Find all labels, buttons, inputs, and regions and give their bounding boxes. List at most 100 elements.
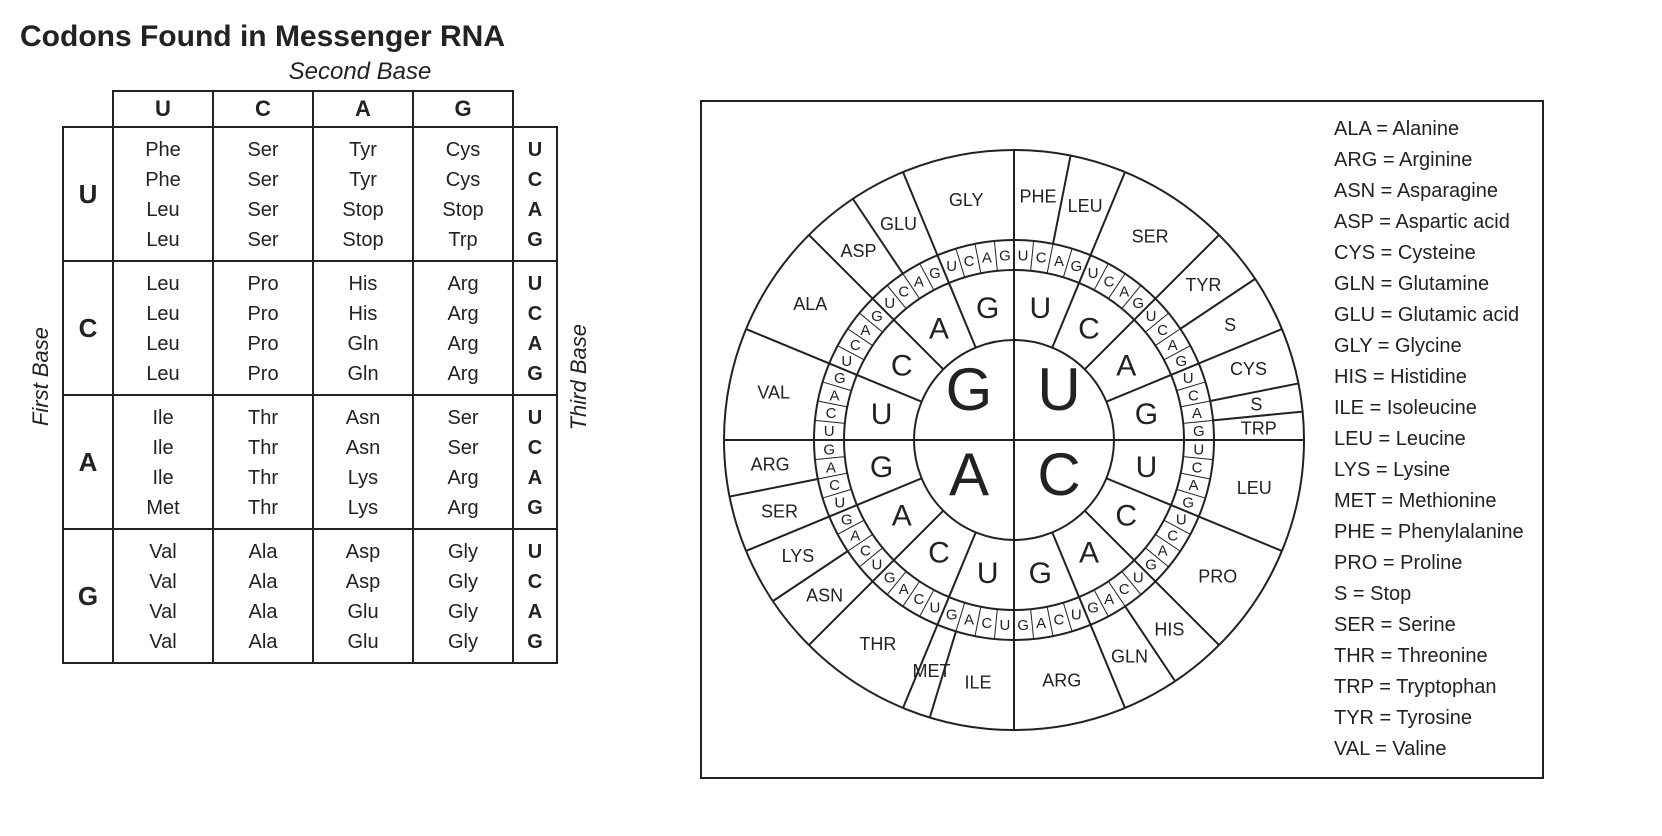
legend-entry-GLY: GLY = Glycine bbox=[1334, 331, 1524, 362]
svg-text:A: A bbox=[899, 580, 909, 597]
row-head-A: A bbox=[63, 395, 113, 529]
page-container: Codons Found in Messenger RNA Second Bas… bbox=[20, 20, 1642, 779]
codon-value: Leu bbox=[114, 328, 212, 358]
codon-value: Ser bbox=[214, 134, 312, 164]
svg-text:ARG: ARG bbox=[1042, 670, 1081, 690]
codon-value: Gly bbox=[414, 566, 512, 596]
svg-text:G: G bbox=[1135, 398, 1158, 431]
svg-text:C: C bbox=[1157, 322, 1168, 339]
third-base-label: C bbox=[514, 298, 556, 328]
svg-text:U: U bbox=[1193, 441, 1204, 458]
codon-value: Ser bbox=[414, 432, 512, 462]
svg-text:G: G bbox=[834, 369, 846, 386]
svg-text:U: U bbox=[929, 599, 940, 616]
legend-entry-LEU: LEU = Leucine bbox=[1334, 424, 1524, 455]
codon-table: U C A G UPhePheLeuLeuSerSerSerSerTyrTyrS… bbox=[62, 90, 558, 664]
codon-value: Asn bbox=[314, 402, 412, 432]
svg-text:A: A bbox=[929, 312, 949, 345]
cell-UC: SerSerSerSer bbox=[213, 127, 313, 261]
cell-CA: HisHisGlnGln bbox=[313, 261, 413, 395]
codon-value: Stop bbox=[414, 194, 512, 224]
codon-value: Leu bbox=[114, 268, 212, 298]
third-base-col-G: UCAG bbox=[513, 529, 557, 663]
third-base-axis-label: Third Base bbox=[558, 324, 600, 430]
svg-text:A: A bbox=[850, 527, 860, 544]
codon-value: His bbox=[314, 268, 412, 298]
svg-text:THR: THR bbox=[859, 634, 896, 654]
codon-value: Asn bbox=[314, 432, 412, 462]
svg-text:ARG: ARG bbox=[751, 454, 790, 474]
svg-text:A: A bbox=[826, 459, 836, 476]
svg-text:C: C bbox=[1188, 387, 1199, 404]
legend-entry-HIS: HIS = Histidine bbox=[1334, 362, 1524, 393]
codon-value: Pro bbox=[214, 268, 312, 298]
third-base-label: U bbox=[514, 536, 556, 566]
cell-CC: ProProProPro bbox=[213, 261, 313, 395]
svg-text:A: A bbox=[1188, 477, 1198, 494]
legend-entry-S: S = Stop bbox=[1334, 579, 1524, 610]
second-base-axis-label: Second Base bbox=[80, 58, 640, 86]
cell-CU: LeuLeuLeuLeu bbox=[113, 261, 213, 395]
codon-value: Tyr bbox=[314, 134, 412, 164]
wheel-panel: UCAGUCAGUCAGUCAGUCAGUCAGUCAGUCAGUCAGUCAG… bbox=[700, 100, 1544, 779]
third-base-col-U: UCAG bbox=[513, 127, 557, 261]
codon-value: Phe bbox=[114, 164, 212, 194]
first-base-axis-label: First Base bbox=[20, 327, 62, 426]
svg-text:C: C bbox=[860, 542, 871, 559]
svg-text:C: C bbox=[850, 337, 861, 354]
svg-text:C: C bbox=[1119, 580, 1130, 597]
svg-text:G: G bbox=[1017, 617, 1029, 634]
codon-value: Leu bbox=[114, 358, 212, 388]
svg-text:GLY: GLY bbox=[949, 190, 984, 210]
codon-value: Pro bbox=[214, 298, 312, 328]
svg-text:U: U bbox=[1030, 292, 1052, 325]
svg-text:U: U bbox=[824, 423, 835, 440]
legend-entry-ARG: ARG = Arginine bbox=[1334, 145, 1524, 176]
codon-value: Leu bbox=[114, 194, 212, 224]
svg-text:U: U bbox=[1183, 369, 1194, 386]
legend-entry-TRP: TRP = Tryptophan bbox=[1334, 672, 1524, 703]
svg-text:C: C bbox=[1054, 611, 1065, 628]
svg-text:C: C bbox=[1192, 459, 1203, 476]
svg-text:A: A bbox=[1168, 337, 1178, 354]
svg-text:U: U bbox=[1088, 265, 1099, 282]
svg-text:GLN: GLN bbox=[1111, 646, 1148, 666]
svg-text:G: G bbox=[946, 606, 958, 623]
col-head-U: U bbox=[113, 91, 213, 127]
svg-text:G: G bbox=[870, 450, 893, 483]
codon-value: Val bbox=[114, 566, 212, 596]
svg-text:C: C bbox=[913, 590, 924, 607]
codon-value: Thr bbox=[214, 492, 312, 522]
codon-value: Gln bbox=[314, 358, 412, 388]
codon-value: Trp bbox=[414, 224, 512, 254]
svg-text:U: U bbox=[977, 556, 999, 589]
svg-text:G: G bbox=[871, 308, 883, 325]
svg-text:U: U bbox=[1146, 308, 1157, 325]
row-head-C: C bbox=[63, 261, 113, 395]
svg-text:G: G bbox=[884, 569, 896, 586]
cell-GG: GlyGlyGlyGly bbox=[413, 529, 513, 663]
svg-text:S: S bbox=[1250, 394, 1262, 414]
svg-text:G: G bbox=[946, 356, 993, 423]
cell-GA: AspAspGluGlu bbox=[313, 529, 413, 663]
cell-AG: SerSerArgArg bbox=[413, 395, 513, 529]
svg-text:SER: SER bbox=[761, 501, 798, 521]
cell-UU: PhePheLeuLeu bbox=[113, 127, 213, 261]
codon-value: Leu bbox=[114, 298, 212, 328]
amino-acid-legend: ALA = AlanineARG = ArginineASN = Asparag… bbox=[1334, 114, 1524, 765]
svg-text:TYR: TYR bbox=[1185, 274, 1221, 294]
cell-GC: AlaAlaAlaAla bbox=[213, 529, 313, 663]
svg-text:U: U bbox=[1037, 356, 1080, 423]
cell-CG: ArgArgArgArg bbox=[413, 261, 513, 395]
codon-value: Gly bbox=[414, 536, 512, 566]
svg-text:ASP: ASP bbox=[841, 240, 877, 260]
svg-text:U: U bbox=[841, 353, 852, 370]
legend-entry-SER: SER = Serine bbox=[1334, 610, 1524, 641]
svg-text:PHE: PHE bbox=[1020, 186, 1057, 206]
col-head-C: C bbox=[213, 91, 313, 127]
svg-text:A: A bbox=[1116, 349, 1136, 382]
legend-entry-ILE: ILE = Isoleucine bbox=[1334, 393, 1524, 424]
svg-text:G: G bbox=[1145, 556, 1157, 573]
svg-text:C: C bbox=[1115, 499, 1137, 532]
cell-UA: TyrTyrStopStop bbox=[313, 127, 413, 261]
